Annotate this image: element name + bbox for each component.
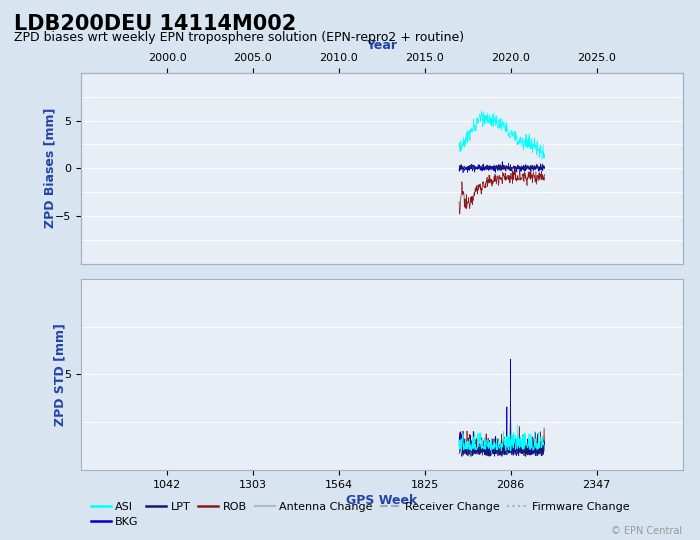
X-axis label: Year: Year: [366, 39, 397, 52]
Text: ZPD biases wrt weekly EPN troposphere solution (EPN-repro2 + routine): ZPD biases wrt weekly EPN troposphere so…: [14, 31, 464, 44]
Text: © EPN Central: © EPN Central: [611, 525, 682, 536]
X-axis label: GPS Week: GPS Week: [346, 494, 417, 507]
Text: LDB200DEU 14114M002: LDB200DEU 14114M002: [14, 14, 296, 33]
Y-axis label: ZPD STD [mm]: ZPD STD [mm]: [53, 323, 66, 426]
Legend: ASI, BKG, LPT, ROB, Antenna Change, Receiver Change, Firmware Change: ASI, BKG, LPT, ROB, Antenna Change, Rece…: [86, 497, 634, 532]
Y-axis label: ZPD Biases [mm]: ZPD Biases [mm]: [43, 108, 57, 228]
